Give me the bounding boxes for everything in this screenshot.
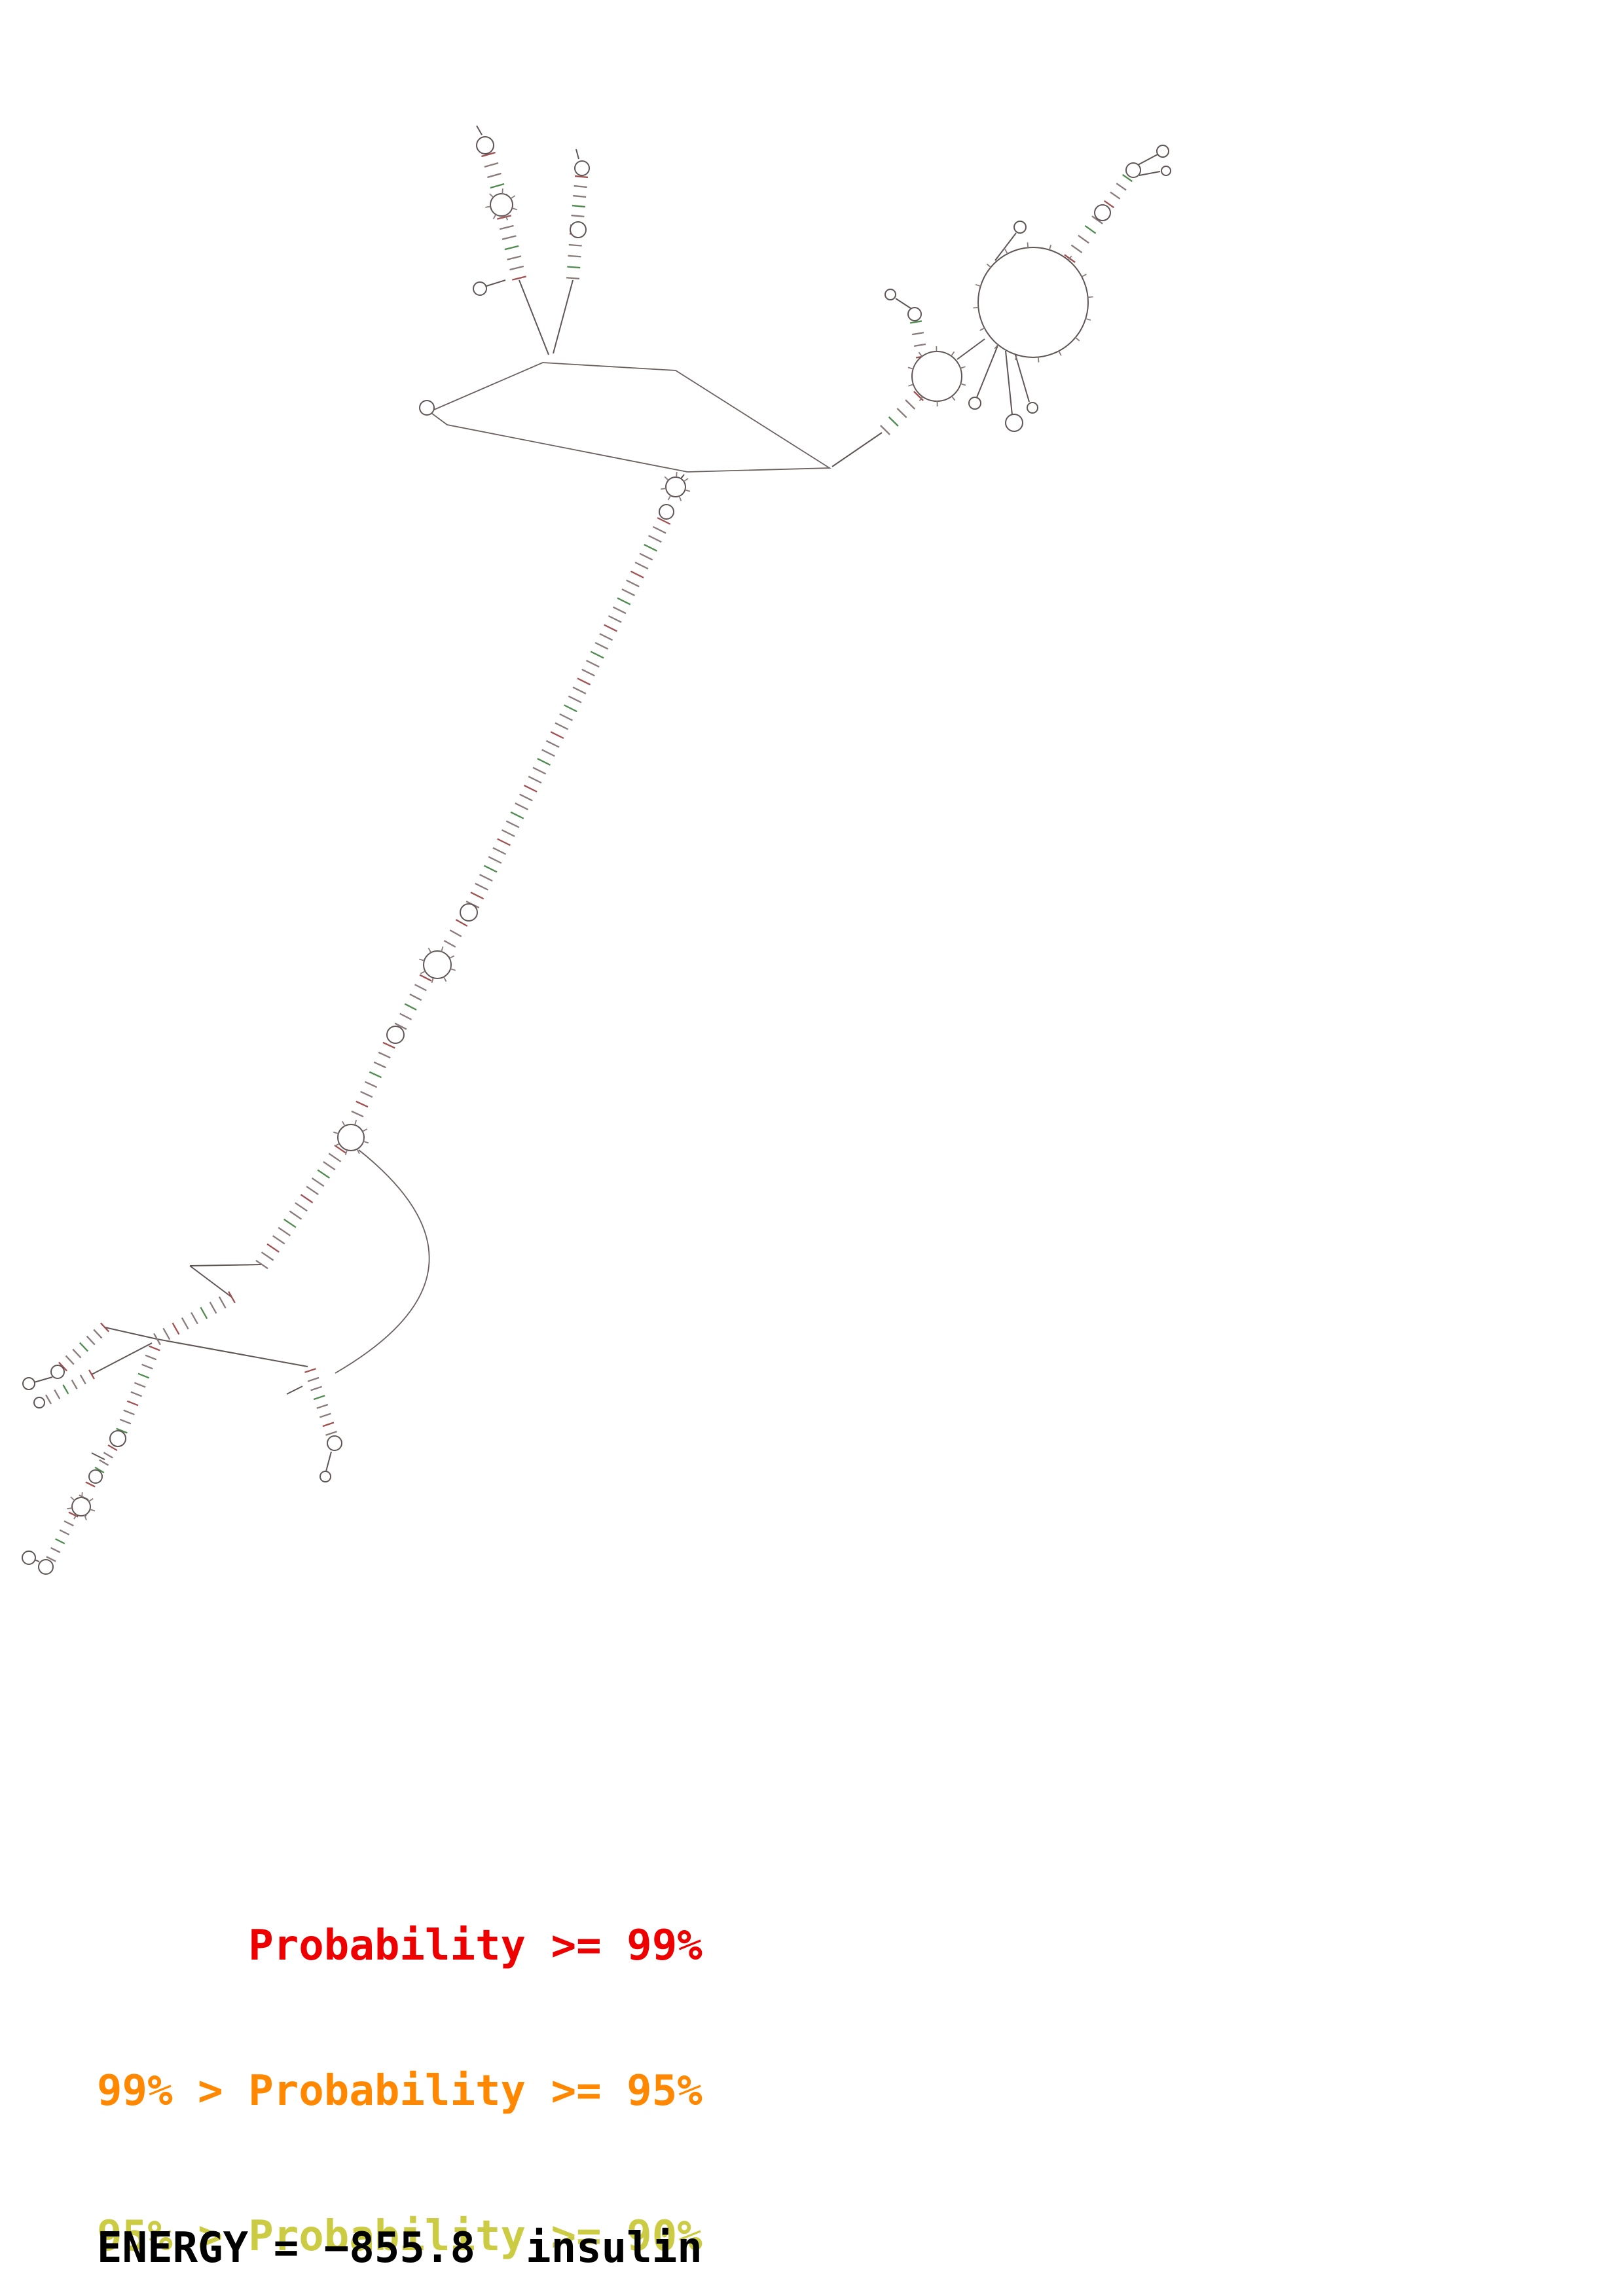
legend-item-99: Probability >= 99% bbox=[97, 1922, 702, 1970]
energy-label: ENERGY = −855.8 insulin bbox=[97, 2224, 702, 2272]
probability-legend: Probability >= 99% 99% > Probability >= … bbox=[97, 1825, 702, 2296]
legend-item-90: 95% > Probability >= 90% bbox=[97, 2212, 702, 2261]
legend-item-95: 99% > Probability >= 95% bbox=[97, 2067, 702, 2115]
